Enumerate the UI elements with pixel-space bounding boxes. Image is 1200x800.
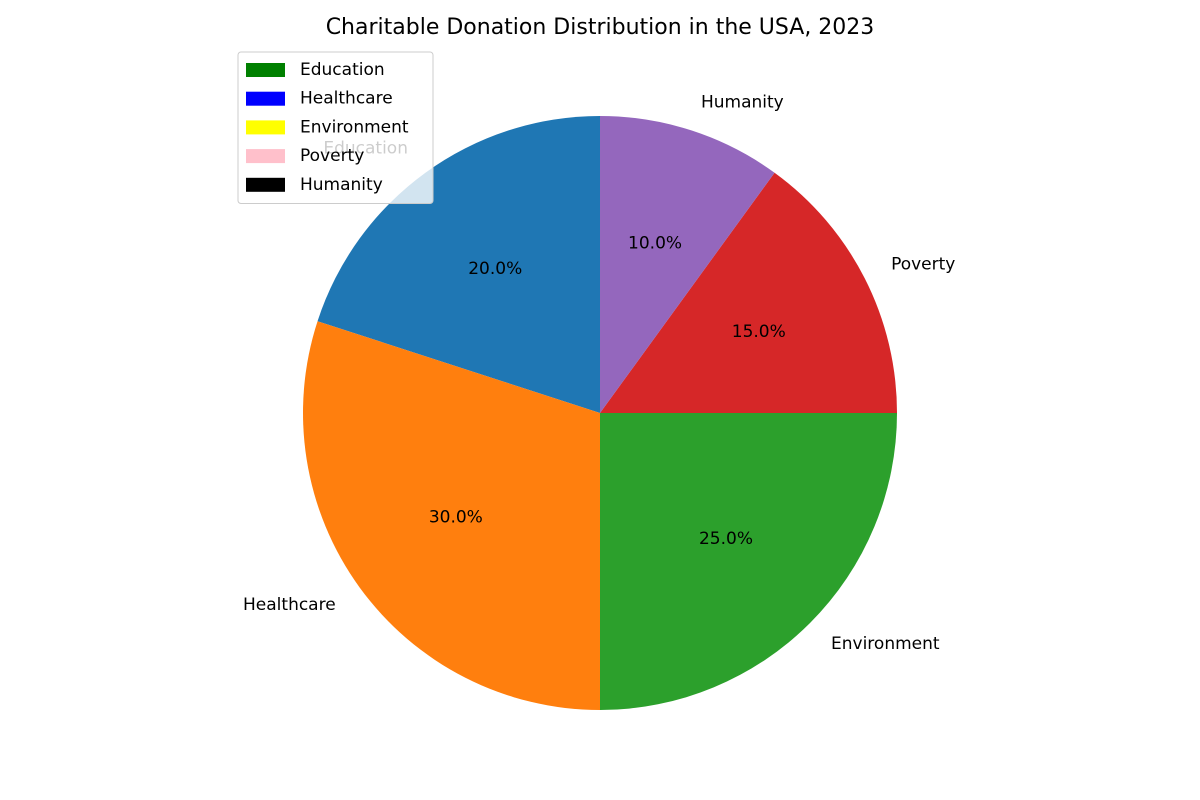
pct-label-poverty: 15.0% xyxy=(732,322,786,342)
pct-label-healthcare: 30.0% xyxy=(429,508,483,528)
pct-label-education: 20.0% xyxy=(468,259,522,279)
pie-slice-healthcare xyxy=(302,321,600,710)
legend-swatch-poverty xyxy=(246,149,285,164)
pie-slice-poverty xyxy=(600,172,897,413)
legend-label-environment: Environment xyxy=(300,117,409,137)
legend-label-poverty: Poverty xyxy=(300,146,364,166)
pie-slice-humanity xyxy=(600,116,775,413)
legend-label-humanity: Humanity xyxy=(300,175,383,195)
legend-swatch-humanity xyxy=(246,177,285,192)
legend-swatch-healthcare xyxy=(246,91,285,106)
legend-frame xyxy=(237,51,434,204)
legend-swatch-environment xyxy=(246,120,285,135)
chart-title: Charitable Donation Distribution in the … xyxy=(326,15,875,40)
legend: Education Healthcare Environment Poverty Hum… xyxy=(237,51,434,204)
pct-label-humanity: 10.0% xyxy=(628,234,682,254)
slice-label-poverty: Poverty xyxy=(891,255,955,275)
pie-slices xyxy=(302,116,897,710)
slice-label-environment: Environment xyxy=(831,634,940,654)
pct-label-environment: 25.0% xyxy=(699,529,753,549)
pie-slice-environment xyxy=(600,413,897,710)
slice-label-healthcare: Healthcare xyxy=(243,595,336,615)
legend-label-education: Education xyxy=(300,60,385,80)
legend-label-healthcare: Healthcare xyxy=(300,89,393,109)
legend-swatch-education xyxy=(246,63,285,77)
pie-slice-education xyxy=(317,116,600,413)
slice-label-humanity: Humanity xyxy=(701,92,784,112)
